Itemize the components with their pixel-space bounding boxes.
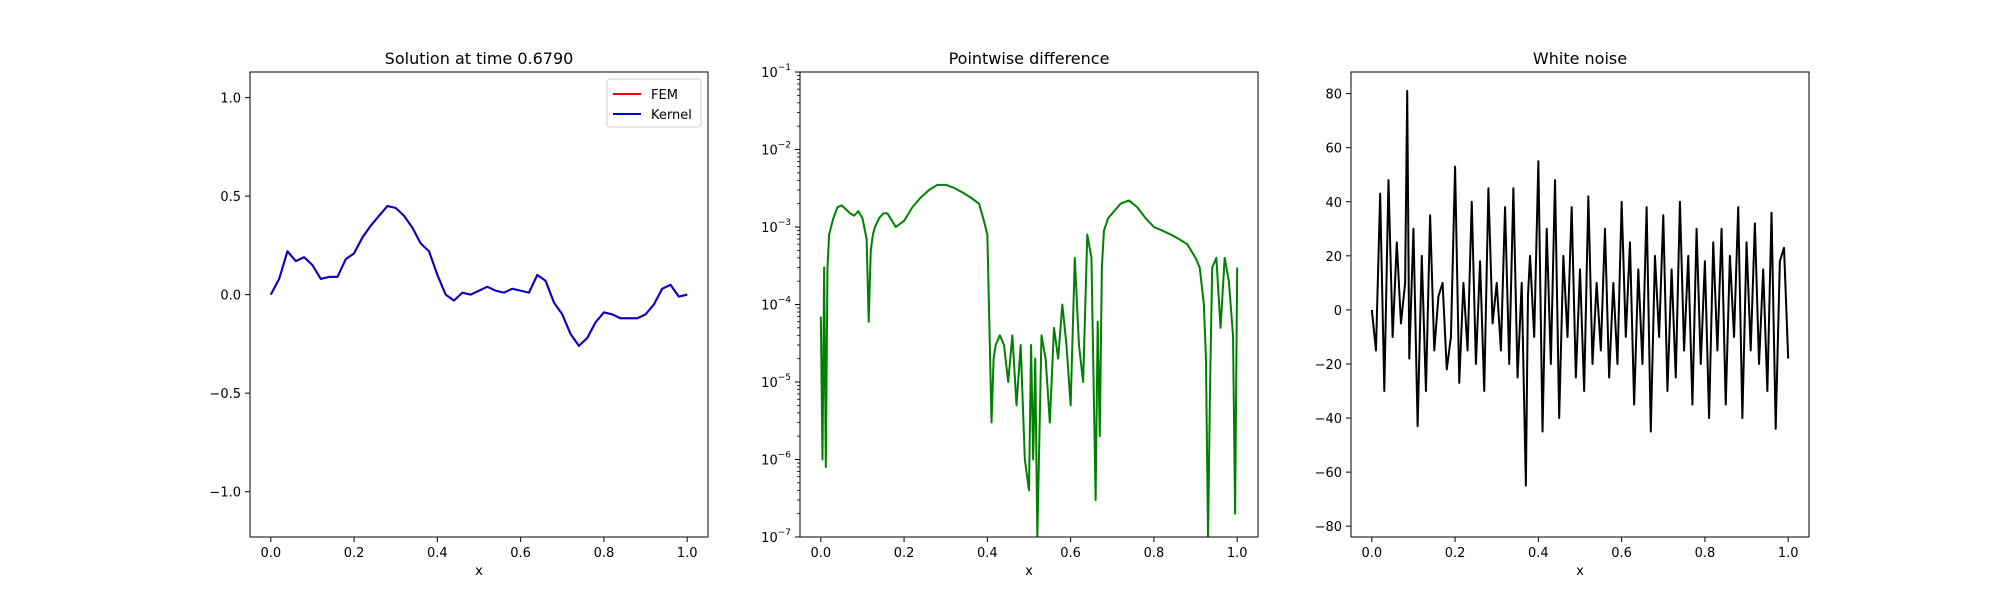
y-tick-label-noise: −40 [1315,412,1342,427]
y-tick-label-solution: 0.5 [220,190,241,205]
x-axis-label-noise: x [1576,564,1584,579]
y-tick-label-noise: 80 [1325,88,1342,103]
x-tick-label-difference: 0.6 [1060,546,1081,561]
series-line-difference-0 [819,183,1239,537]
x-tick-label-noise: 0.8 [1695,546,1716,561]
y-tick-label-difference: 10−5 [761,373,791,391]
y-tick-label-solution: −0.5 [209,387,241,402]
x-tick-label-noise: 0.0 [1361,546,1382,561]
legend-label-fem: FEM [651,88,678,103]
x-axis-label-solution: x [475,564,483,579]
y-tick-label-noise: −20 [1315,358,1342,373]
x-tick-label-difference: 0.4 [977,546,998,561]
y-tick-label-noise: −60 [1315,466,1342,481]
series-line-noise-0 [1370,89,1790,487]
y-tick-label-solution: −1.0 [209,486,241,501]
x-tick-label-difference: 0.2 [894,546,915,561]
y-tick-label-difference: 10−7 [761,528,791,546]
plot-frame-solution [249,71,709,538]
y-tick-label-noise: 40 [1325,196,1342,211]
x-tick-label-solution: 0.6 [510,546,531,561]
chart-title-noise: White noise [1533,49,1627,68]
x-tick-label-solution: 0.2 [344,546,365,561]
x-tick-label-solution: 0.0 [260,546,281,561]
x-tick-label-difference: 0.8 [1144,546,1165,561]
y-tick-label-difference: 10−6 [761,451,791,469]
y-tick-label-noise: 60 [1325,142,1342,157]
x-tick-label-solution: 1.0 [677,546,698,561]
chart-title-difference: Pointwise difference [949,49,1110,68]
y-tick-label-difference: 10−4 [761,296,791,314]
y-tick-label-solution: 1.0 [220,92,241,107]
legend-label-kernel: Kernel [651,108,692,123]
y-tick-label-difference: 10−2 [761,141,791,159]
y-tick-label-difference: 10−1 [761,63,791,81]
y-tick-label-solution: 0.0 [220,289,241,304]
chart-solution: Solution at time 0.6790 0.0 0.2 0.4 0.6 0.8 1.… [209,49,709,579]
plot-frame-noise [1350,71,1810,538]
x-tick-label-solution: 0.8 [594,546,615,561]
y-tick-label-noise: 20 [1325,250,1342,265]
x-tick-label-noise: 0.6 [1611,546,1632,561]
x-tick-label-solution: 0.4 [427,546,448,561]
chart-title-solution: Solution at time 0.6790 [385,49,574,68]
legend-solution: FEM Kernel [606,78,702,128]
y-tick-label-noise: −80 [1315,520,1342,535]
x-axis-label-difference: x [1025,564,1033,579]
chart-noise: White noise 0.0 0.2 0.4 0.6 0.8 1.0 −80 −60 −40 −2… [1315,49,1810,579]
x-tick-label-difference: 1.0 [1227,546,1248,561]
x-tick-label-noise: 1.0 [1778,546,1799,561]
x-tick-label-noise: 0.2 [1445,546,1466,561]
y-tick-label-noise: 0 [1334,304,1342,319]
y-tick-label-difference: 10−3 [761,218,791,236]
x-tick-label-difference: 0.0 [810,546,831,561]
series-line-solution-kernel [269,204,688,347]
chart-difference: Pointwise difference 0.0 0.2 0.4 0.6 0.8 1.0 10… [761,49,1259,579]
x-tick-label-noise: 0.4 [1528,546,1549,561]
